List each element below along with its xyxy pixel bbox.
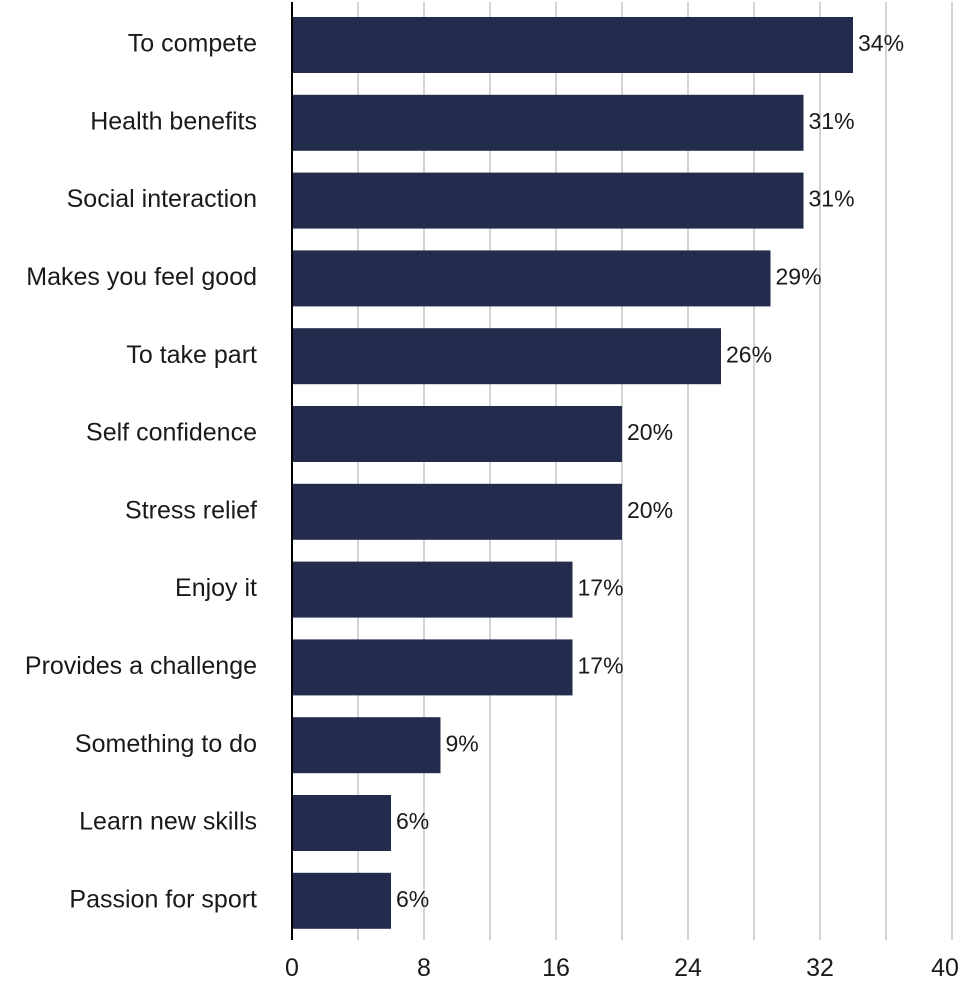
category-label: Health benefits — [90, 107, 257, 135]
bar — [292, 406, 622, 462]
data-label: 6% — [396, 886, 429, 912]
category-label: To take part — [126, 341, 257, 369]
data-label: 26% — [726, 341, 772, 367]
x-tick-label: 16 — [542, 954, 570, 982]
data-label: 17% — [578, 575, 624, 601]
x-axis-tick-labels: 0 8 16 24 32 40 — [285, 954, 959, 982]
category-label: Something to do — [75, 730, 257, 758]
category-label: Enjoy it — [175, 574, 257, 602]
bar — [292, 483, 622, 540]
data-label: 9% — [446, 730, 479, 756]
data-labels: 34% 31% 31% 29% 26% 20% 20% 17% 17% 9% 6% 6% — [396, 30, 904, 912]
data-label: 31% — [809, 108, 855, 134]
data-label: 31% — [809, 186, 855, 212]
x-tick-label: 8 — [417, 954, 431, 982]
x-tick-label: 24 — [674, 954, 702, 982]
category-label: Self confidence — [86, 419, 257, 447]
data-label: 29% — [776, 263, 822, 289]
category-label: Passion for sport — [69, 885, 257, 913]
bar — [292, 94, 804, 151]
bar — [292, 872, 391, 929]
bar — [292, 328, 721, 385]
category-label: Provides a challenge — [25, 652, 257, 680]
data-label: 34% — [858, 30, 904, 56]
x-tick-label: 40 — [931, 954, 959, 982]
gridlines — [357, 2, 953, 940]
data-label: 20% — [627, 419, 673, 445]
category-label: Social interaction — [67, 185, 257, 213]
data-label: 20% — [627, 497, 673, 523]
category-label: Stress relief — [125, 496, 257, 524]
bar — [292, 172, 804, 229]
category-label: Makes you feel good — [26, 263, 257, 291]
bar — [292, 795, 391, 851]
bar — [292, 561, 573, 618]
bar — [292, 17, 853, 73]
bar — [292, 639, 573, 696]
bar — [292, 717, 441, 774]
data-label: 6% — [396, 808, 429, 834]
data-label: 17% — [578, 652, 624, 678]
category-label: Learn new skills — [79, 808, 257, 836]
x-tick-label: 0 — [285, 954, 299, 982]
bar — [292, 250, 771, 307]
x-tick-label: 32 — [806, 954, 834, 982]
category-labels: To compete Health benefits Social interact… — [25, 30, 257, 914]
bars — [292, 17, 853, 929]
category-label: To compete — [128, 30, 257, 58]
